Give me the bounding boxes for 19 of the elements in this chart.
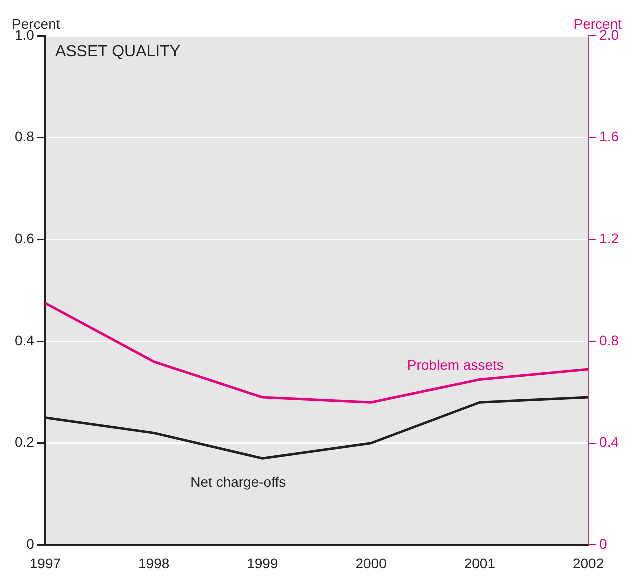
y2-tick-label: 0 [600, 536, 608, 552]
y-tick-label: 0.8 [14, 128, 35, 145]
x-tick-label: 1997 [30, 555, 62, 572]
y2-tick-label: 1.6 [600, 128, 620, 145]
y2-tick-label: 1.2 [600, 230, 620, 247]
x-tick-label: 1999 [247, 555, 278, 572]
series-label: Net charge-offs [190, 474, 286, 490]
x-tick-label: 2002 [572, 555, 604, 572]
y-tick-label: 0.6 [14, 230, 35, 247]
y-tick-label: 0.2 [14, 434, 35, 450]
x-tick-label: 2000 [356, 555, 388, 572]
y2-tick-label: 0.8 [600, 332, 620, 348]
x-tick-label: 1998 [138, 555, 170, 572]
chart-title: ASSET QUALITY [55, 43, 181, 60]
series-label: Problem assets [407, 357, 504, 374]
y-tick-label: 0 [26, 536, 35, 552]
y2-tick-label: 0.4 [600, 434, 620, 450]
y-tick-label: 0.4 [14, 332, 35, 348]
x-tick-label: 2001 [464, 555, 496, 572]
